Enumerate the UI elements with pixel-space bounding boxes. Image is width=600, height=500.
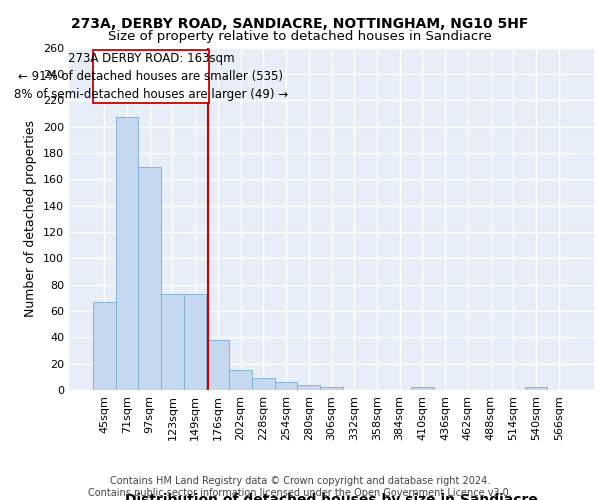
Bar: [411, 388, 434, 390]
Bar: [229, 370, 252, 390]
Bar: [116, 118, 139, 390]
Bar: [252, 378, 275, 390]
Bar: [206, 340, 229, 390]
Bar: [93, 302, 116, 390]
Bar: [298, 384, 320, 390]
Bar: [524, 388, 547, 390]
Bar: [275, 382, 298, 390]
Text: 273A, DERBY ROAD, SANDIACRE, NOTTINGHAM, NG10 5HF: 273A, DERBY ROAD, SANDIACRE, NOTTINGHAM,…: [71, 18, 529, 32]
X-axis label: Distribution of detached houses by size in Sandiacre: Distribution of detached houses by size …: [125, 493, 538, 500]
Y-axis label: Number of detached properties: Number of detached properties: [25, 120, 37, 318]
Bar: [139, 168, 161, 390]
Bar: [161, 294, 184, 390]
Text: 273A DERBY ROAD: 163sqm
← 91% of detached houses are smaller (535)
8% of semi-de: 273A DERBY ROAD: 163sqm ← 91% of detache…: [14, 52, 288, 101]
Bar: [320, 388, 343, 390]
Text: Size of property relative to detached houses in Sandiacre: Size of property relative to detached ho…: [108, 30, 492, 43]
FancyBboxPatch shape: [93, 50, 209, 103]
Bar: [184, 294, 206, 390]
Text: Contains HM Land Registry data © Crown copyright and database right 2024.
Contai: Contains HM Land Registry data © Crown c…: [88, 476, 512, 498]
